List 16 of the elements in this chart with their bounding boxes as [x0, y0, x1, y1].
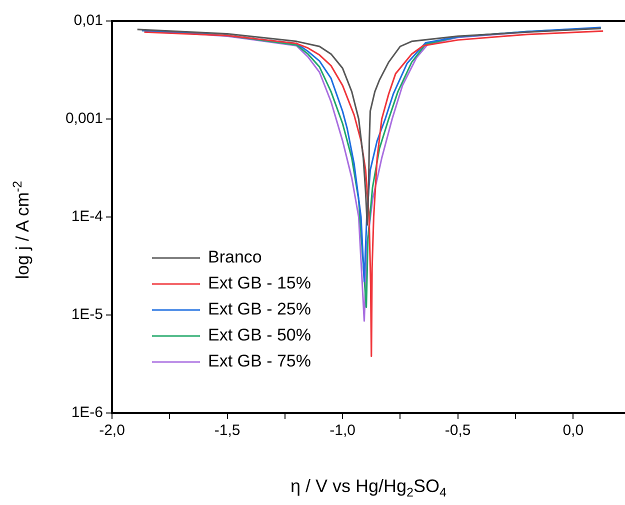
y-tick-label: 0,001: [65, 110, 103, 128]
y-tick-label: 1E-4: [71, 208, 103, 226]
x-axis-title: η / V vs Hg/Hg$_{2}$SO$_{4}$: [289, 476, 448, 500]
x-tick-label: -1,0: [330, 422, 356, 440]
y-tick-label: 0,01: [74, 12, 103, 30]
legend-label: Ext GB - 50%: [208, 326, 311, 345]
x-tick-label: -0,5: [444, 422, 471, 440]
legend-label: Ext GB - 25%: [208, 300, 311, 319]
legend-label: Ext GB - 15%: [208, 274, 311, 293]
y-tick-label: 1E-5: [71, 306, 103, 324]
x-tick-label: -1,5: [214, 422, 240, 440]
x-tick-label: -2,0: [99, 422, 125, 440]
legend-label: Branco: [208, 248, 262, 267]
legend-label: Ext GB - 75%: [208, 352, 311, 371]
x-tick-label: 0,0: [562, 422, 584, 440]
y-tick-label: 1E-6: [71, 404, 103, 422]
